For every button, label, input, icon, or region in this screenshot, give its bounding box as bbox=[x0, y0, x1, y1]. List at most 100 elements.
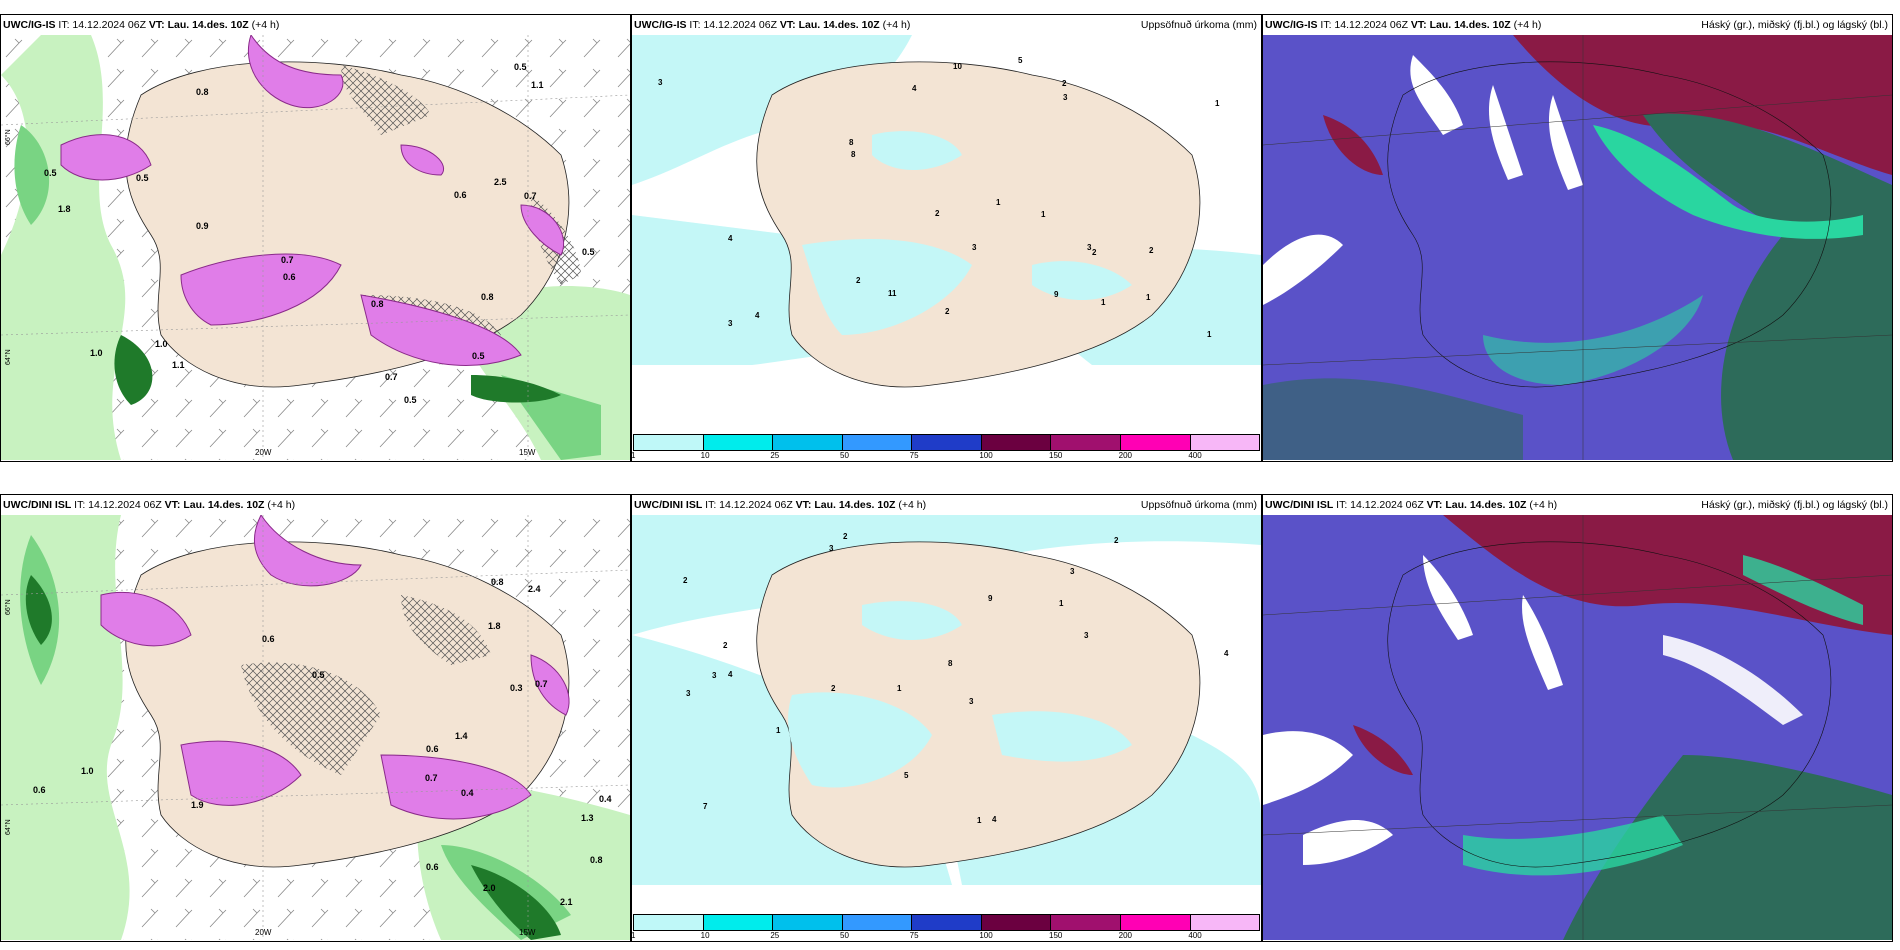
map-value-label: 3 bbox=[1084, 631, 1089, 640]
panel-title: Uppsöfnuð úrkoma (mm) bbox=[1140, 499, 1257, 511]
valid-time: Lau. 14.des. 10Z bbox=[1445, 499, 1527, 511]
map-value-label: 1.0 bbox=[81, 766, 94, 776]
legend-tick-label: 25 bbox=[770, 931, 780, 940]
legend-swatch bbox=[773, 435, 843, 450]
map-value-label: 0.7 bbox=[385, 372, 398, 382]
cloud-map bbox=[1263, 35, 1892, 460]
legend-tick-label: 150 bbox=[1049, 451, 1063, 460]
map-value-label: 0.6 bbox=[426, 744, 439, 754]
map-value-label: 1 bbox=[1059, 599, 1064, 608]
init-time: IT: 14.12.2024 06Z bbox=[705, 499, 793, 511]
legend-tick-label: 1 bbox=[631, 451, 636, 460]
map-value-label: 1 bbox=[1146, 293, 1151, 302]
legend-swatch bbox=[1190, 915, 1260, 930]
map-value-label: 2 bbox=[945, 307, 950, 316]
map-value-label: 3 bbox=[969, 697, 974, 706]
panel-wind-top: UWC/IG-IS IT: 14.12.2024 06Z VT: Lau. 14… bbox=[0, 14, 631, 462]
map-value-label: 10 bbox=[953, 62, 962, 71]
legend-swatch bbox=[981, 915, 1052, 930]
legend-swatch bbox=[981, 435, 1052, 450]
map-value-label: 1 bbox=[1207, 330, 1212, 339]
model-name: UWC/IG-IS bbox=[1265, 19, 1318, 31]
panel-clouds-bottom: UWC/DINI ISL IT: 14.12.2024 06Z VT: Lau.… bbox=[1262, 494, 1893, 942]
panel-title: Háský (gr.), miðský (fj.bl.) og lágský (… bbox=[1701, 19, 1888, 31]
map-value-label: 7 bbox=[703, 802, 708, 811]
legend-tick-label: 150 bbox=[1049, 931, 1063, 940]
lead-time: (+4 h) bbox=[251, 19, 280, 31]
map-value-label: 0.3 bbox=[510, 683, 523, 693]
legend-tick-label: 10 bbox=[700, 931, 710, 940]
lead-time: (+4 h) bbox=[898, 499, 927, 511]
legend-swatch bbox=[1120, 915, 1191, 930]
legend-tick-label: 400 bbox=[1188, 931, 1202, 940]
map-value-label: 2.5 bbox=[494, 177, 507, 187]
map-value-label: 2 bbox=[856, 276, 861, 285]
map-value-label: 0.8 bbox=[481, 292, 494, 302]
legend-tick-label: 75 bbox=[909, 931, 919, 940]
legend-swatch bbox=[703, 915, 774, 930]
legend-swatch bbox=[773, 915, 843, 930]
vt-label: VT: bbox=[795, 499, 812, 511]
map-value-label: 2.4 bbox=[528, 584, 541, 594]
lat-label-66n: 66°N bbox=[4, 599, 12, 615]
map-value-label: 4 bbox=[912, 84, 917, 93]
lead-time: (+4 h) bbox=[1513, 19, 1542, 31]
legend-swatch bbox=[634, 915, 704, 930]
map-value-label: 0.6 bbox=[426, 862, 439, 872]
vt-label: VT: bbox=[148, 19, 165, 31]
model-name: UWC/IG-IS bbox=[3, 19, 56, 31]
map-value-label: 2.1 bbox=[560, 897, 573, 907]
lead-time: (+4 h) bbox=[882, 19, 911, 31]
legend-ticks: 1 10 25 50 75 100 150 200 400 bbox=[631, 451, 1260, 461]
map-value-label: 4 bbox=[755, 311, 760, 320]
map-value-label: 3 bbox=[1087, 243, 1092, 252]
map-value-label: 2 bbox=[843, 532, 848, 541]
map-value-label: 0.5 bbox=[136, 173, 149, 183]
map-value-label: 0.8 bbox=[491, 577, 504, 587]
legend-tick-label: 200 bbox=[1118, 451, 1133, 460]
lon-label-20w: 20W bbox=[255, 928, 272, 937]
map-value-label: 4 bbox=[1224, 649, 1229, 658]
map-value-label: 1.0 bbox=[90, 348, 103, 358]
map-value-label: 1 bbox=[897, 684, 902, 693]
map-value-label: 0.7 bbox=[535, 679, 548, 689]
legend-swatch bbox=[1120, 435, 1191, 450]
model-name: UWC/IG-IS bbox=[634, 19, 687, 31]
panel-precip-top: UWC/IG-IS IT: 14.12.2024 06Z VT: Lau. 14… bbox=[631, 14, 1262, 462]
init-time: IT: 14.12.2024 06Z bbox=[58, 19, 146, 31]
map-value-label: 8 bbox=[851, 150, 856, 159]
map-value-label: 0.5 bbox=[44, 168, 57, 178]
map-value-label: 0.6 bbox=[454, 190, 467, 200]
map-value-label: 5 bbox=[1018, 56, 1023, 65]
map-value-label: 1 bbox=[776, 726, 781, 735]
map-value-label: 2 bbox=[1149, 246, 1154, 255]
map-value-label: 1 bbox=[996, 198, 1001, 207]
map-value-label: 2.0 bbox=[483, 883, 496, 893]
valid-time: Lau. 14.des. 10Z bbox=[167, 19, 249, 31]
map-value-label: 1 bbox=[1101, 298, 1106, 307]
model-name: UWC/DINI ISL bbox=[3, 499, 72, 511]
model-name: UWC/DINI ISL bbox=[1265, 499, 1334, 511]
panel-header: UWC/IG-IS IT: 14.12.2024 06Z VT: Lau. 14… bbox=[632, 15, 1261, 35]
legend-ticks: 1 10 25 50 75 100 150 200 400 bbox=[632, 931, 1260, 941]
model-name: UWC/DINI ISL bbox=[634, 499, 703, 511]
map-value-label: 1.1 bbox=[531, 80, 544, 90]
lon-label-15w: 15W bbox=[519, 928, 536, 937]
legend-swatch bbox=[842, 915, 913, 930]
map-value-label: 0.5 bbox=[472, 351, 485, 361]
map-value-label: 1 bbox=[1215, 99, 1220, 108]
wind-map: 20W 15W 66°N 64°N 0.5 0.8 1.0 0.5 2.5 0.7 0.5 0… bbox=[1, 35, 630, 460]
legend-tick-label: 100 bbox=[979, 931, 993, 940]
map-value-label: 2 bbox=[1114, 536, 1119, 545]
map-value-label: 1.1 bbox=[172, 360, 185, 370]
map-value-label: 2 bbox=[683, 576, 688, 585]
panel-header: UWC/DINI ISL IT: 14.12.2024 06Z VT: Lau.… bbox=[1, 495, 630, 515]
panel-clouds-top: UWC/IG-IS IT: 14.12.2024 06Z VT: Lau. 14… bbox=[1262, 14, 1893, 462]
init-time: IT: 14.12.2024 06Z bbox=[1320, 19, 1408, 31]
map-value-label: 3 bbox=[728, 319, 733, 328]
legend-swatch bbox=[912, 915, 982, 930]
init-time: IT: 14.12.2024 06Z bbox=[689, 19, 777, 31]
map-value-label: 3 bbox=[712, 671, 717, 680]
map-value-label: 0.6 bbox=[33, 785, 46, 795]
map-value-label: 3 bbox=[972, 243, 977, 252]
